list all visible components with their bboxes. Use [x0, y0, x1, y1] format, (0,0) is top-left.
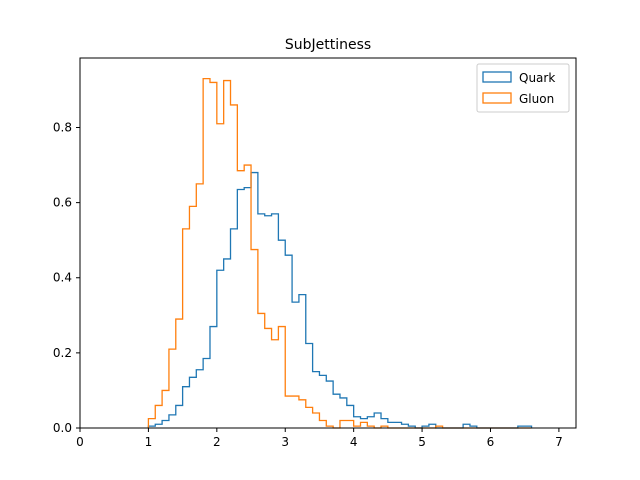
plot-frame	[79, 57, 577, 429]
y-tick-label: 0.6	[53, 196, 72, 210]
y-axis: 0.0 0.2 0.4 0.6 0.8	[53, 120, 80, 435]
x-tick-label: 2	[213, 435, 221, 449]
y-tick-label: 0.8	[53, 120, 72, 134]
series-1-gluon-histogram	[147, 78, 532, 429]
legend-swatch-quark	[482, 71, 512, 83]
legend: Quark Gluon	[476, 63, 570, 113]
x-tick-label: 3	[281, 435, 289, 449]
legend-box	[476, 63, 570, 113]
x-axis: 0 1 2 3 4 5 6 7	[76, 428, 563, 449]
y-tick-label: 0.2	[53, 346, 72, 360]
x-tick-label: 0	[76, 435, 84, 449]
legend-label-gluon: Gluon	[519, 92, 554, 106]
y-tick-label: 0.4	[53, 271, 72, 285]
chart-title: SubJettiness	[285, 37, 371, 53]
x-tick-label: 4	[350, 435, 358, 449]
x-tick-label: 6	[487, 435, 495, 449]
x-tick-label: 7	[555, 435, 563, 449]
y-tick-label: 0.0	[53, 421, 72, 435]
legend-swatch-gluon	[482, 92, 512, 104]
legend-label-quark: Quark	[519, 71, 555, 85]
x-tick-label: 5	[418, 435, 426, 449]
x-tick-label: 1	[145, 435, 153, 449]
